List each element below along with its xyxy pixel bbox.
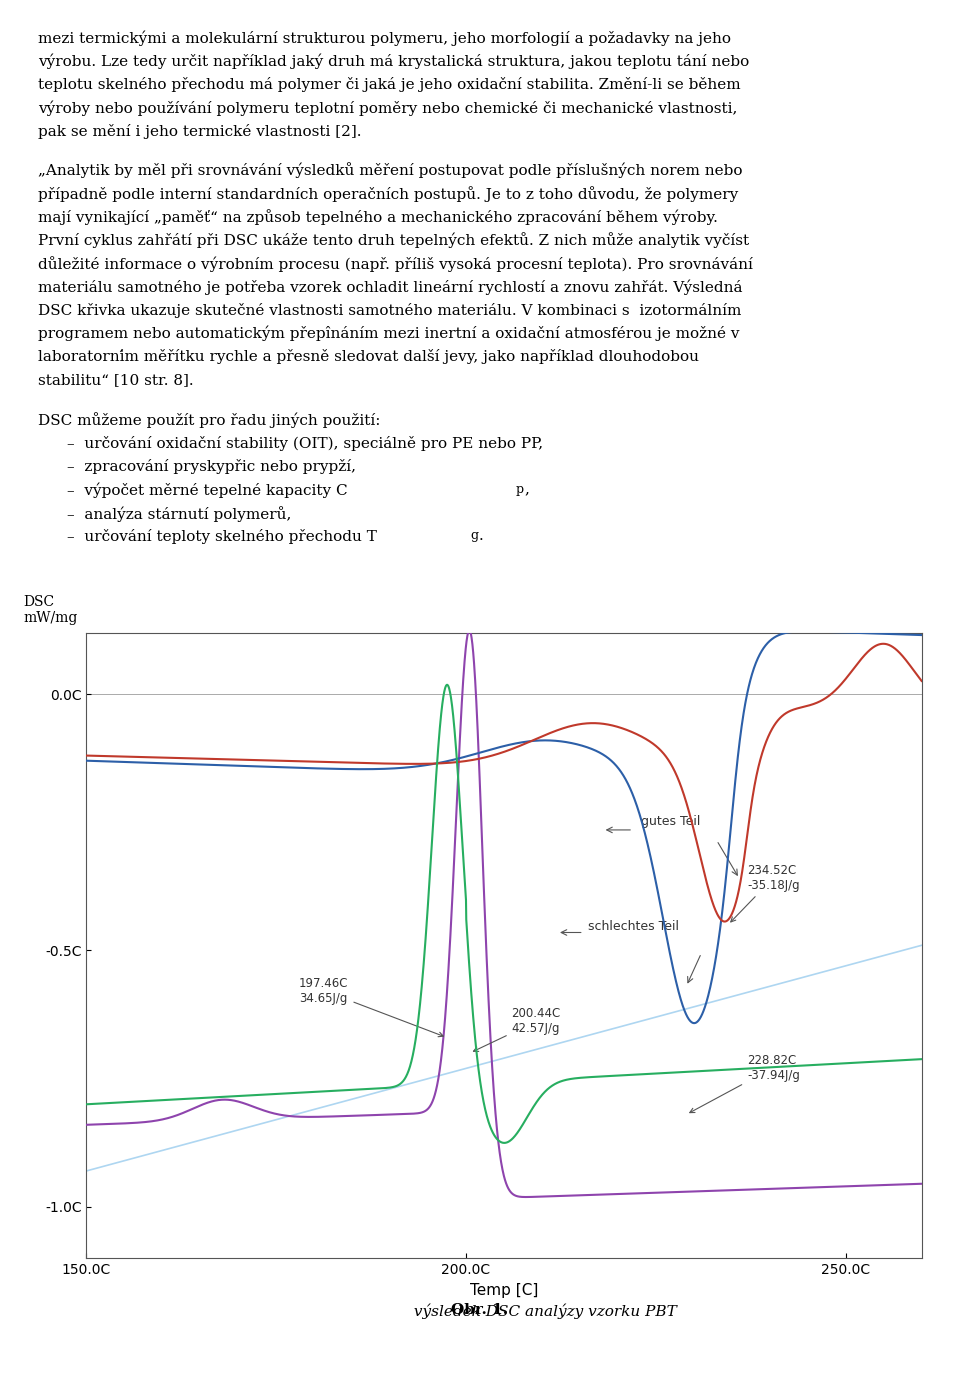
Text: případně podle interní standardních operačních postupů. Je to z toho důvodu, že : případně podle interní standardních oper… [38, 186, 738, 202]
Text: 200.44C
42.57J/g: 200.44C 42.57J/g [473, 1008, 561, 1052]
Text: DSC křivka ukazuje skutečné vlastnosti samotného materiálu. V kombinaci s  izoto: DSC křivka ukazuje skutečné vlastnosti s… [38, 302, 742, 318]
Text: výsledek DSC analýzy vzorku PBT: výsledek DSC analýzy vzorku PBT [409, 1304, 676, 1319]
Text: .: . [479, 529, 484, 543]
Text: schlechtes Teil: schlechtes Teil [588, 920, 679, 932]
Text: –  zpracování pryskypřic nebo prypží,: – zpracování pryskypřic nebo prypží, [67, 459, 356, 474]
Text: gutes Teil: gutes Teil [640, 815, 700, 828]
Text: První cyklus zahřátí při DSC ukáže tento druh tepelných efektů. Z nich může anal: První cyklus zahřátí při DSC ukáže tento… [38, 232, 750, 249]
Text: materiálu samotného je potřeba vzorek ochladit lineární rychlostí a znovu zahřát: materiálu samotného je potřeba vzorek oc… [38, 279, 743, 294]
Text: „Analytik by měl při srovnávání výsledků měření postupovat podle příslušných nor: „Analytik by měl při srovnávání výsledků… [38, 162, 743, 179]
Text: g: g [470, 529, 478, 542]
Text: –  výpočet měrné tepelné kapacity C: – výpočet měrné tepelné kapacity C [67, 483, 348, 498]
Text: výrobu. Lze tedy určit například jaký druh má krystalická struktura, jakou teplo: výrobu. Lze tedy určit například jaký dr… [38, 54, 750, 69]
Text: mezi termickými a molekulární strukturou polymeru, jeho morfologií a požadavky n: mezi termickými a molekulární strukturou… [38, 30, 732, 45]
Text: DSC
mW/mg: DSC mW/mg [24, 595, 78, 626]
Text: –  analýza stárnutí polymerů,: – analýza stárnutí polymerů, [67, 506, 292, 522]
Text: stabilitu“ [10 str. 8].: stabilitu“ [10 str. 8]. [38, 373, 194, 386]
Text: programem nebo automatickým přepînáním mezi inertní a oxidační atmosférou je mož: programem nebo automatickým přepînáním m… [38, 326, 740, 341]
Text: –  určování oxidační stability (OIT), speciálně pro PE nebo PP,: – určování oxidační stability (OIT), spe… [67, 436, 543, 451]
Text: laboratorním měřítku rychle a přesně sledovat další jevy, jako například dlouho: laboratorním měřítku rychle a přesně sl… [38, 349, 700, 364]
Text: DSC můžeme použít pro řadu jiných použití:: DSC můžeme použít pro řadu jiných použit… [38, 412, 381, 429]
Text: 234.52C
-35.18J/g: 234.52C -35.18J/g [731, 864, 800, 921]
Text: důležité informace o výrobním procesu (např. příliš vysoká procesní teplota). Pr: důležité informace o výrobním procesu (n… [38, 256, 754, 272]
Text: pak se mění i jeho termické vlastnosti [2].: pak se mění i jeho termické vlastnosti [… [38, 124, 362, 139]
Text: 228.82C
-37.94J/g: 228.82C -37.94J/g [690, 1053, 800, 1112]
Text: –  určování teploty skelného přechodu T: – určování teploty skelného přechodu T [67, 529, 377, 544]
X-axis label: Temp [C]: Temp [C] [469, 1283, 539, 1298]
Text: ,: , [524, 483, 529, 496]
Text: výroby nebo používání polymeru teplotní poměry nebo chemické či mechanické vlast: výroby nebo používání polymeru teplotní … [38, 100, 738, 116]
Text: mají vynikající „paměť“ na způsob tepelného a mechanického zpracování během výro: mají vynikající „paměť“ na způsob tepeln… [38, 209, 718, 226]
Text: Obr. 1.: Obr. 1. [451, 1304, 509, 1317]
Text: 197.46C
34.65J/g: 197.46C 34.65J/g [299, 976, 444, 1037]
Text: p: p [516, 483, 523, 495]
Text: teplotu skelného přechodu má polymer či jaká je jeho oxidační stabilita. Změní-l: teplotu skelného přechodu má polymer či … [38, 77, 741, 92]
